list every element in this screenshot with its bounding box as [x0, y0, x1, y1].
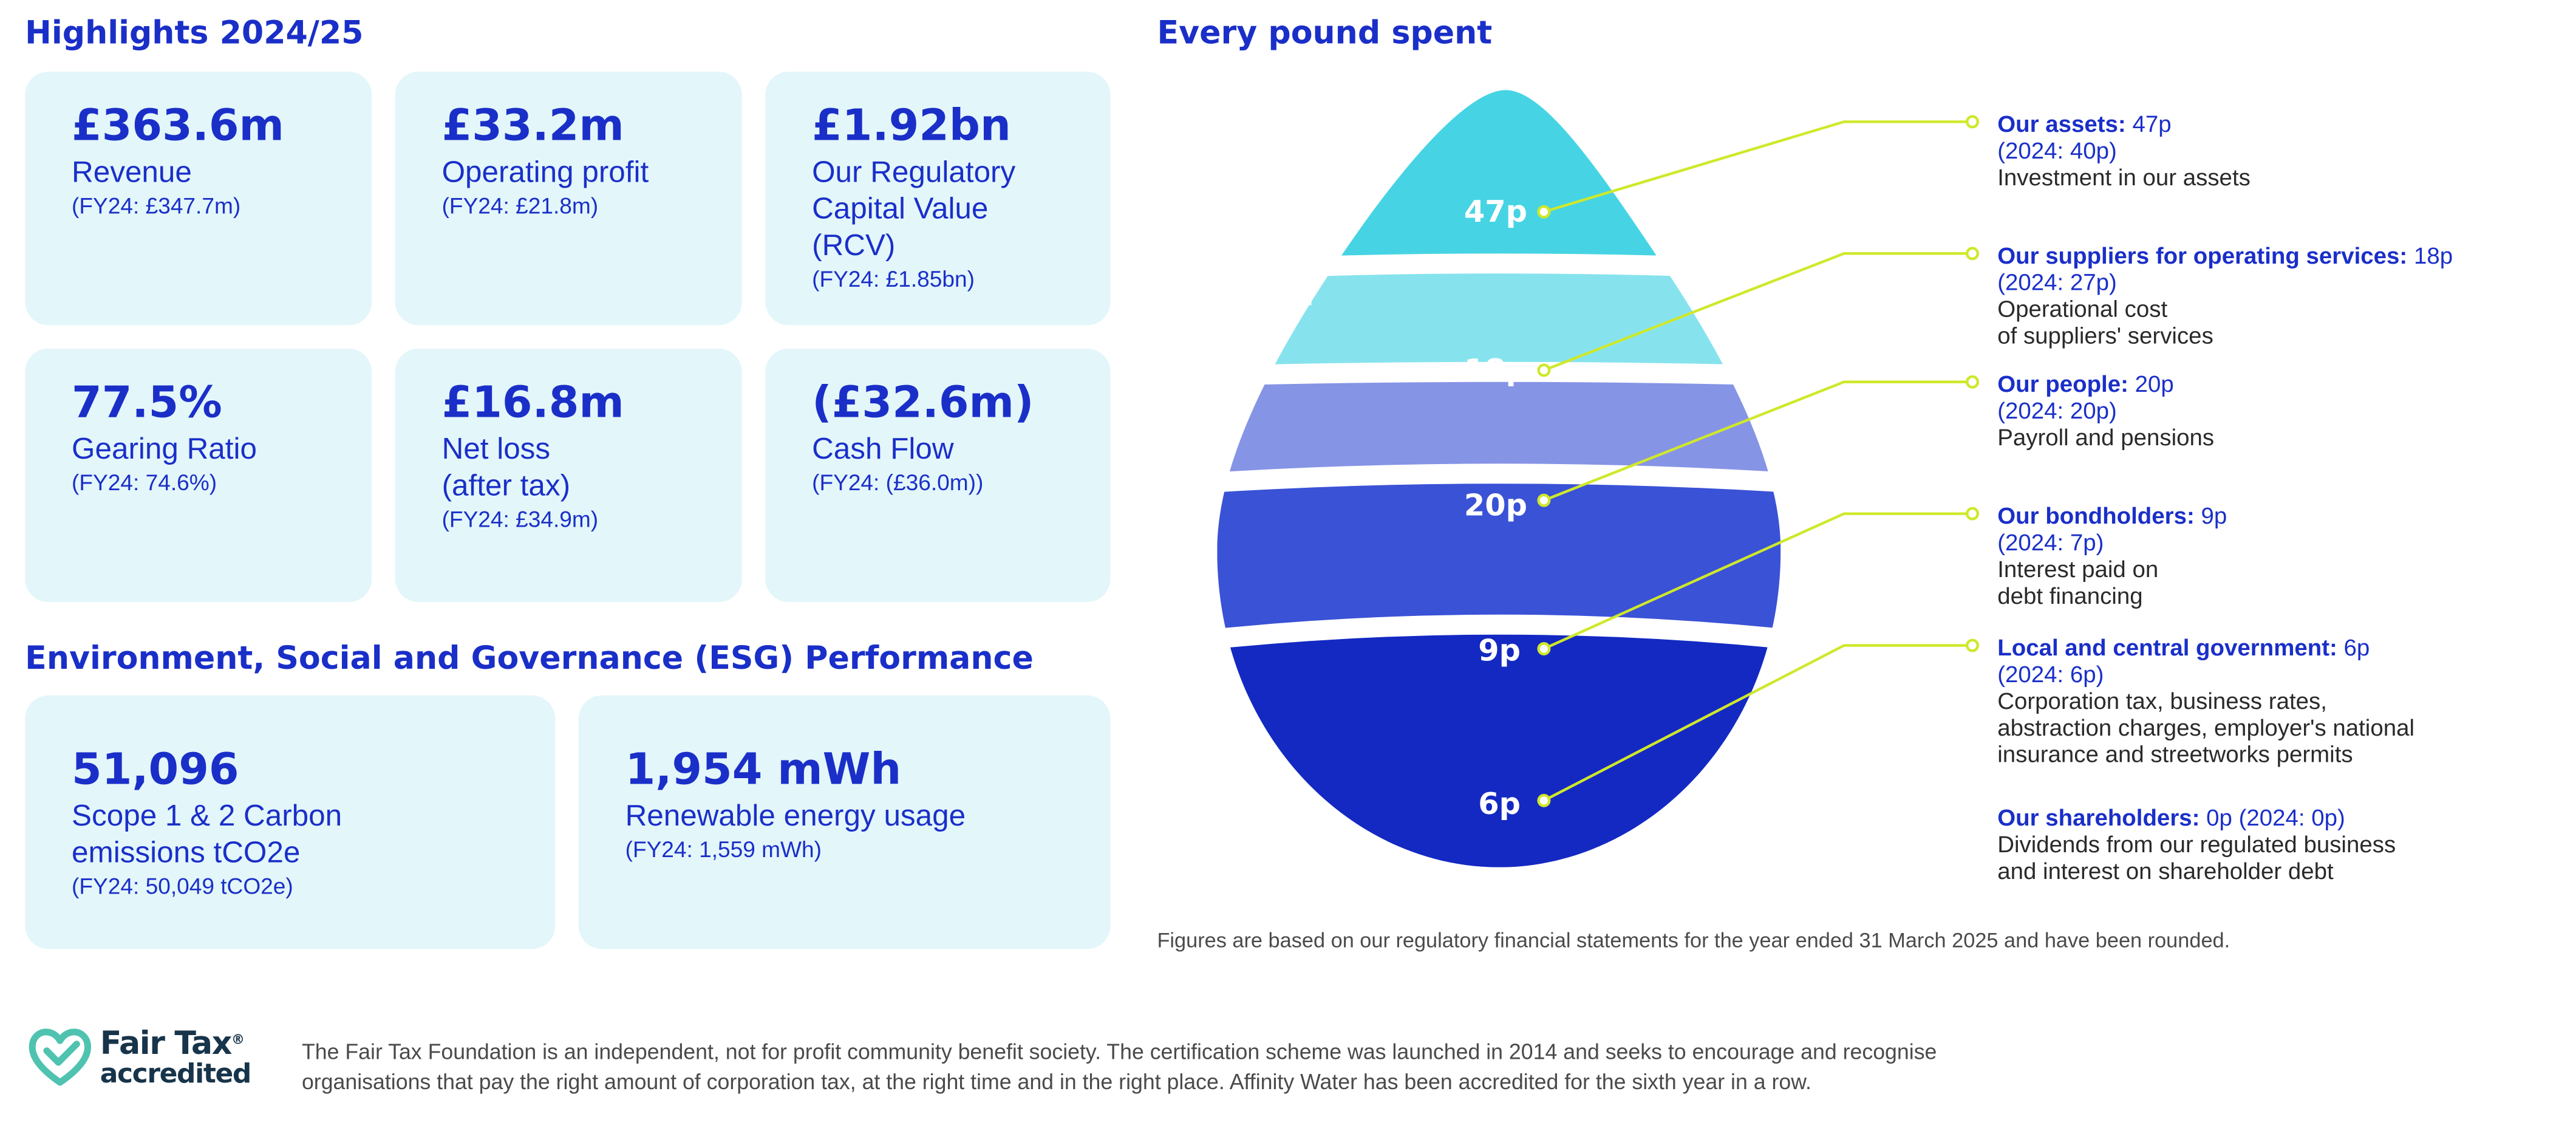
card-prior: (FY24: 1,559 mWh) — [625, 837, 822, 863]
drop-label-20p: 20p — [1464, 487, 1527, 522]
leader-line-assets — [1543, 120, 1973, 213]
legend-prior: (2024: 40p) — [1997, 137, 2117, 164]
legend-government: Local and central government: 6p (2024: … — [1997, 634, 2547, 767]
leader-line-suppliers — [1543, 252, 1973, 372]
leader-dot — [1966, 247, 1980, 261]
drop-label-6p: 6p — [1478, 786, 1521, 821]
leader-lines — [1537, 115, 1980, 807]
drop-label-9p: 9p — [1478, 632, 1521, 668]
card-label: Cash Flow — [812, 432, 954, 466]
revenue-card: £363.6m Revenue (FY24: £347.7m) — [25, 72, 372, 326]
leader-dot — [1537, 363, 1551, 377]
legend-shareholders: Our shareholders: 0p (2024: 0p) Dividend… — [1997, 804, 2547, 884]
highlights-title: Highlights 2024/25 — [25, 15, 364, 52]
net-loss-card: £16.8m Net loss (after tax) (FY24: £34.9… — [395, 348, 742, 603]
card-prior: (FY24: £21.8m) — [441, 193, 599, 219]
card-label: Revenue — [72, 155, 192, 189]
legend-bondholders: Our bondholders: 9p (2024: 7p) Interest … — [1997, 502, 2547, 609]
card-value: £33.2m — [441, 101, 624, 152]
legend-description: Dividends from our regulated business an… — [1997, 830, 2396, 884]
card-label: Our Regulatory Capital Value (RCV) — [812, 155, 1016, 262]
drop-label-47p: 47p — [1464, 194, 1527, 229]
legend-description: Investment in our assets — [1997, 163, 2251, 190]
legend-value: 0p (2024: 0p) — [2199, 804, 2345, 831]
esg-title: Environment, Social and Governance (ESG)… — [25, 640, 1034, 677]
card-prior: (FY24: £347.7m) — [72, 193, 241, 219]
legend-people: Our people: 20p (2024: 20p) Payroll and … — [1997, 371, 2547, 451]
legend-value: 6p — [2337, 634, 2370, 661]
heart-icon — [29, 1028, 91, 1086]
leader-dot — [1537, 793, 1551, 807]
legend-value: 9p — [2194, 502, 2227, 529]
drop-segment-47p — [1217, 90, 1781, 274]
leader-dot — [1537, 205, 1551, 219]
legend-value: 20p — [2128, 370, 2174, 397]
legend-value: 47p — [2125, 110, 2172, 137]
legend-prior: (2024: 27p) — [1997, 268, 2117, 295]
leader-dot — [1537, 493, 1551, 507]
card-prior: (FY24: (£36.0m)) — [812, 470, 984, 496]
card-label: Renewable energy usage — [625, 799, 966, 833]
leader-line-people — [1543, 380, 1973, 502]
operating-profit-card: £33.2m Operating profit (FY24: £21.8m) — [395, 72, 742, 326]
card-label: Operating profit — [441, 155, 649, 189]
drop-label-18p: 18p — [1464, 352, 1527, 388]
card-prior: (FY24: 74.6%) — [72, 470, 217, 496]
gearing-ratio-card: 77.5% Gearing Ratio (FY24: 74.6%) — [25, 348, 372, 603]
rcv-card: £1.92bn Our Regulatory Capital Value (RC… — [765, 72, 1111, 326]
cash-flow-card: (£32.6m) Cash Flow (FY24: (£36.0m)) — [765, 348, 1111, 603]
card-label: Scope 1 & 2 Carbon emissions tCO2e — [72, 799, 342, 869]
legend-title: Our assets: — [1997, 110, 2126, 137]
legend-description: Operational cost of suppliers' services — [1997, 295, 2213, 349]
card-label: Net loss (after tax) — [441, 432, 571, 502]
fair-tax-logo: Fair Tax® accredited — [27, 1022, 277, 1106]
fair-tax-description: The Fair Tax Foundation is an independen… — [301, 1039, 1937, 1095]
registered-mark: ® — [231, 1032, 245, 1048]
card-label: Gearing Ratio — [72, 432, 257, 466]
leader-dot — [1537, 642, 1551, 656]
every-pound-title: Every pound spent — [1157, 15, 1493, 52]
legend-title: Our shareholders: — [1997, 804, 2200, 831]
legend-prior: (2024: 6p) — [1997, 660, 2104, 688]
legend-title: Our people: — [1997, 370, 2128, 397]
drop-segment-9p — [1217, 484, 1781, 659]
card-value: £16.8m — [441, 378, 624, 429]
legend-suppliers: Our suppliers for operating services: 18… — [1997, 242, 2547, 349]
legend-value: 18p — [2407, 242, 2453, 269]
carbon-emissions-card: 51,096 Scope 1 & 2 Carbon emissions tCO2… — [25, 695, 556, 949]
legend-description: Payroll and pensions — [1997, 423, 2215, 451]
legend-prior: (2024: 7p) — [1997, 528, 2104, 556]
legend-title: Our suppliers for operating services: — [1997, 242, 2408, 269]
legend-title: Local and central government: — [1997, 634, 2337, 661]
leader-dot — [1966, 638, 1980, 652]
leader-dot — [1966, 115, 1980, 129]
card-prior: (FY24: £34.9m) — [441, 507, 599, 532]
drop-segment-20p — [1217, 381, 1781, 491]
legend-prior: (2024: 20p) — [1997, 397, 2117, 424]
figures-footnote: Figures are based on our regulatory fina… — [1157, 929, 2230, 952]
card-value: 51,096 — [72, 745, 239, 796]
leader-line-government — [1543, 644, 1973, 802]
card-prior: (FY24: £1.85bn) — [812, 267, 975, 292]
legend-description: Corporation tax, business rates, abstrac… — [1997, 687, 2415, 767]
card-value: £1.92bn — [812, 101, 1011, 152]
renewable-energy-card: 1,954 mWh Renewable energy usage (FY24: … — [578, 695, 1111, 949]
card-value: 77.5% — [72, 378, 222, 429]
legend-description: Interest paid on debt financing — [1997, 555, 2159, 609]
card-prior: (FY24: 50,049 tCO2e) — [72, 874, 293, 899]
logo-line2: accredited — [100, 1057, 252, 1089]
card-value: (£32.6m) — [812, 378, 1034, 429]
legend-assets: Our assets: 47p (2024: 40p) Investment i… — [1997, 110, 2547, 190]
leader-line-bondholders — [1543, 512, 1973, 651]
logo-line1: Fair Tax — [100, 1025, 233, 1062]
legend-title: Our bondholders: — [1997, 502, 2195, 529]
card-value: £363.6m — [72, 101, 284, 152]
leader-dot — [1966, 375, 1980, 389]
leader-dot — [1966, 507, 1980, 521]
card-value: 1,954 mWh — [625, 745, 902, 796]
